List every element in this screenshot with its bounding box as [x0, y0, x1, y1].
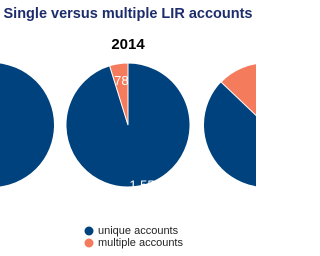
data-label: 1.550: [129, 178, 162, 193]
chart: Single versus multiple LIR accounts 2014…: [0, 6, 256, 249]
pie-slice: [108, 62, 129, 126]
neighbor-pie: [0, 63, 54, 187]
legend-marker: [84, 226, 94, 236]
legend-label: multiple accounts: [98, 237, 183, 249]
chart-title: Single versus multiple LIR accounts: [4, 6, 253, 22]
data-label: 78: [114, 73, 128, 88]
legend-label: unique accounts: [98, 225, 179, 237]
neighbor-slice: [220, 63, 256, 117]
legend-marker: [84, 238, 94, 248]
chart-subtitle: 2014: [111, 36, 145, 53]
